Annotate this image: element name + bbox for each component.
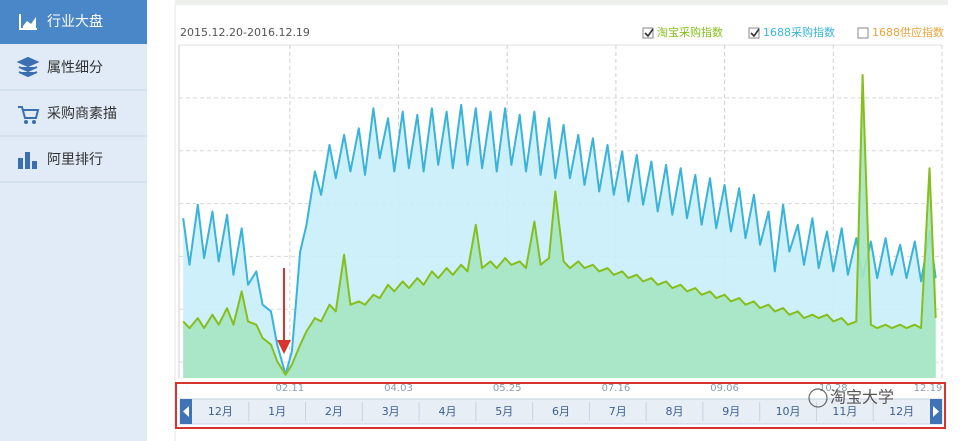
legend-label[interactable]: 淘宝采购指数 <box>657 25 723 39</box>
x-tick-label: 07.16 <box>602 383 631 394</box>
nav-month: 7月 <box>609 405 627 418</box>
legend-checkbox[interactable] <box>748 27 760 39</box>
nav-month: 9月 <box>722 405 740 418</box>
nav-arrow-glyph <box>183 406 189 417</box>
nav-month: 6月 <box>552 405 570 418</box>
x-tick-label: 04.03 <box>384 383 413 394</box>
sidebar-icons <box>16 14 40 169</box>
nav-month: 5月 <box>495 405 513 418</box>
nav-month: 8月 <box>666 405 684 418</box>
watermark-icon <box>808 388 828 408</box>
sidebar-item[interactable]: 采购商素描 <box>47 106 117 122</box>
legend-checkbox[interactable] <box>857 27 869 39</box>
navigator-highlight <box>175 382 946 429</box>
legend-check <box>750 28 760 38</box>
x-tick-label: 12.19 <box>914 383 943 394</box>
nav-arrow-glyph <box>933 406 939 417</box>
legend-label[interactable]: 1688供应指数 <box>872 25 944 39</box>
nav-month: 4月 <box>438 405 456 418</box>
legend-check <box>644 28 654 38</box>
nav-month: 3月 <box>382 405 400 418</box>
nav-month: 12月 <box>208 405 233 418</box>
sidebar-active[interactable] <box>0 0 147 44</box>
series-line <box>182 74 937 376</box>
watermark: 淘宝大学 <box>830 388 894 407</box>
top-bar <box>175 0 948 5</box>
series-line <box>182 103 937 376</box>
sidebar-item[interactable]: 阿里排行 <box>47 152 103 168</box>
x-tick-label: 09.06 <box>710 383 739 394</box>
nav-month: 2月 <box>325 405 343 418</box>
date-range: 2015.12.20-2016.12.19 <box>180 26 310 39</box>
nav-month: 10月 <box>776 405 801 418</box>
x-tick-label: 10.28 <box>819 383 848 394</box>
x-tick-label: 02.11 <box>275 383 304 394</box>
arrow-head <box>277 340 291 354</box>
legend-checkbox[interactable] <box>642 27 654 39</box>
legend-label[interactable]: 1688采购指数 <box>763 25 835 39</box>
sidebar-item[interactable]: 属性细分 <box>47 60 103 76</box>
navigator-bar <box>179 398 943 425</box>
sidebar-item[interactable]: 行业大盘 <box>47 13 103 30</box>
x-tick-label: 05.25 <box>493 383 522 394</box>
nav-month: 12月 <box>889 405 914 418</box>
nav-month: 1月 <box>268 405 286 418</box>
nav-month: 11月 <box>832 405 857 418</box>
